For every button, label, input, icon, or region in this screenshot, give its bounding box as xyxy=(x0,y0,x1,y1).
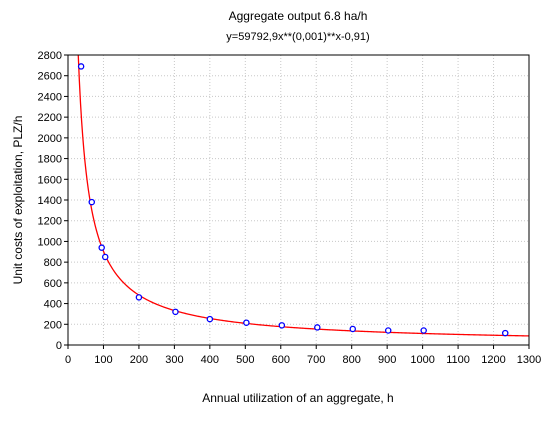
data-points-layer xyxy=(77,63,509,337)
data-point xyxy=(501,329,509,337)
x-tick-label: 300 xyxy=(165,354,183,366)
y-tick-label: 2600 xyxy=(38,71,62,83)
x-tick-label: 1000 xyxy=(410,354,434,366)
x-tick-label: 500 xyxy=(236,354,254,366)
y-tick-label: 1000 xyxy=(38,236,62,248)
y-tick-label: 2200 xyxy=(38,112,62,124)
y-tick-label: 0 xyxy=(56,340,62,352)
x-tick-label: 400 xyxy=(201,354,219,366)
x-axis-title: Annual utilization of an aggregate, h xyxy=(202,391,393,405)
data-point xyxy=(384,327,392,334)
y-tick-label: 1200 xyxy=(38,216,62,228)
y-tick-label: 1600 xyxy=(38,174,62,186)
x-tick-label: 700 xyxy=(307,354,325,366)
x-tick-label: 800 xyxy=(343,354,361,366)
data-point xyxy=(206,315,214,323)
chart-title: Aggregate output 6.8 ha/h xyxy=(229,9,368,23)
data-point xyxy=(349,325,357,333)
data-point xyxy=(77,63,85,70)
x-tick-label: 1300 xyxy=(517,354,541,366)
y-tick-label: 600 xyxy=(44,278,62,290)
y-tick-label: 400 xyxy=(44,299,62,311)
y-tick-label: 1800 xyxy=(38,154,62,166)
data-point xyxy=(88,198,96,206)
fit-curve xyxy=(77,54,530,337)
x-tick-label: 600 xyxy=(272,354,290,366)
x-tick-label: 900 xyxy=(378,354,396,366)
x-axis-ticks: 0 100 200 300 400 500 600 700 800 900 1000 1100 1200… xyxy=(65,345,541,366)
data-point xyxy=(135,294,143,301)
x-tick-label: 1200 xyxy=(481,354,505,366)
x-tick-label: 1100 xyxy=(446,354,470,366)
x-tick-label: 100 xyxy=(94,354,112,366)
data-point xyxy=(98,244,105,251)
grid xyxy=(68,55,529,345)
y-tick-label: 2400 xyxy=(38,91,62,103)
data-point xyxy=(278,322,286,329)
y-axis-ticks: 0 200 400 600 800 1000 1200 1400 1600 1800 2000 220… xyxy=(38,50,68,352)
chart-subtitle: y=59792,9x**(0,001)**x-0,91) xyxy=(226,31,369,43)
fit-curve-layer xyxy=(77,54,530,337)
data-point xyxy=(172,308,179,316)
data-point xyxy=(243,319,250,326)
data-point xyxy=(101,253,109,261)
y-tick-label: 1400 xyxy=(38,195,62,207)
data-point xyxy=(420,327,427,334)
y-tick-label: 800 xyxy=(44,257,62,269)
data-point xyxy=(314,324,321,331)
y-tick-label: 2000 xyxy=(38,133,62,145)
y-tick-label: 200 xyxy=(44,319,62,331)
y-axis-title: Unit costs of exploitation, PLZ/h xyxy=(11,116,25,285)
x-tick-label: 200 xyxy=(130,354,148,366)
y-tick-label: 2800 xyxy=(38,50,62,62)
x-tick-label: 0 xyxy=(65,354,71,366)
